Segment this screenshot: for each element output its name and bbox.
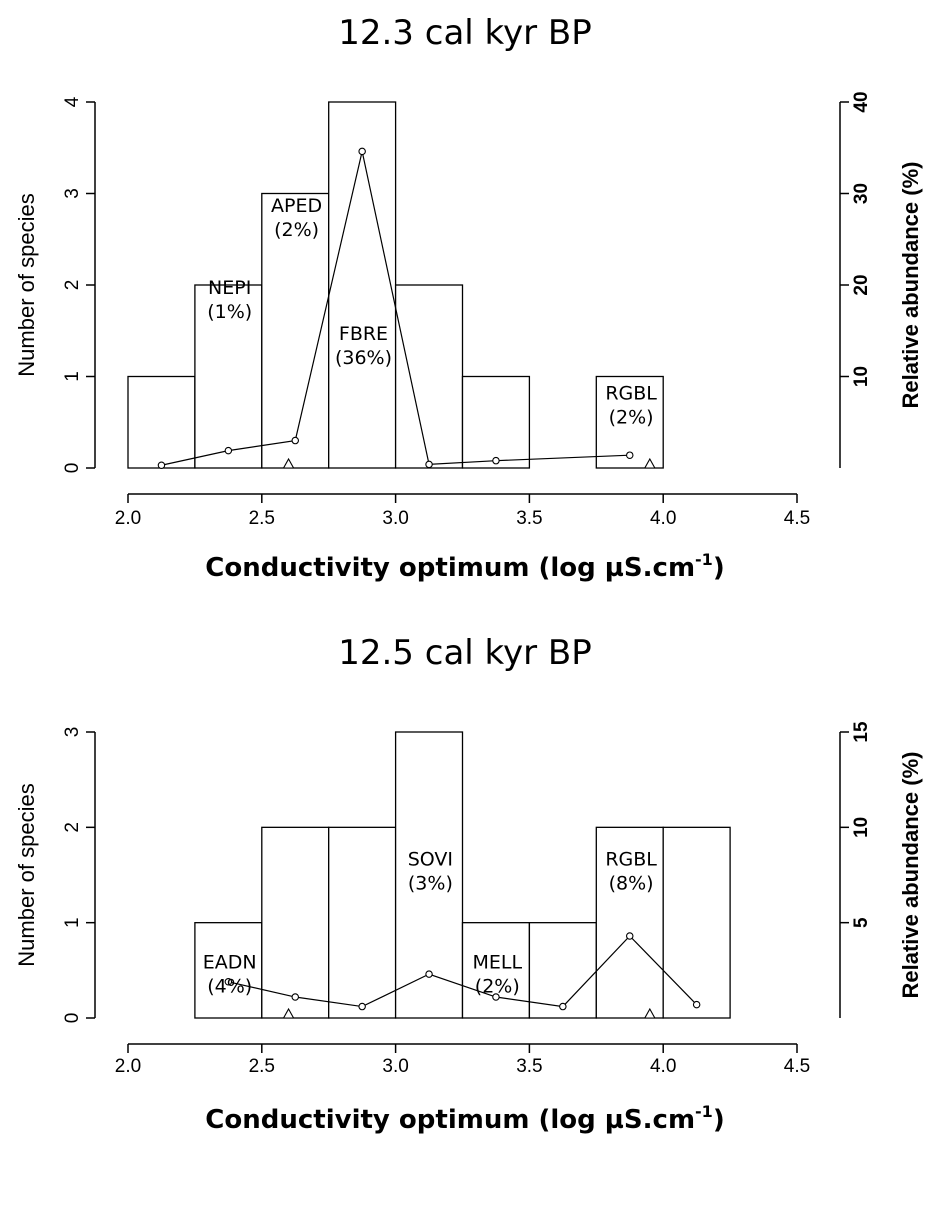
abundance-point [559,1002,567,1011]
x-axis-label-main: Conductivity optimum (log µS.cm [205,1105,695,1135]
annotation-species: APED [271,195,322,217]
triangle-marker [643,457,656,469]
left-y-tick-label: 1 [62,371,83,382]
chart-panel-top: 12.3 cal kyr BP 0 1 2 3 4 Number of species 10 2… [14,13,923,583]
annotation-species: NEPI [208,277,251,299]
histogram-bar [662,826,731,1019]
histogram-bar [328,101,397,469]
abundance-point [157,461,166,470]
histogram-bar [595,826,664,1019]
right-y-tick-label: 15 [851,721,872,743]
x-tick-label: 4.5 [784,508,810,529]
left-y-tick-label: 3 [62,727,83,738]
x-axis-label-close: ) [713,553,725,583]
left-y-tick-label: 4 [62,96,83,107]
x-tick-label: 4.0 [650,1056,676,1077]
annotation-percent: (2%) [274,219,319,241]
abundance-point [492,456,500,465]
histogram-bar [194,922,263,1019]
annotation-percent: (2%) [475,975,520,997]
abundance-point [291,436,299,445]
abundance-point [291,993,299,1001]
histogram-bar [595,375,664,469]
abundance-point [425,460,433,469]
histogram-chart-12-5: 12.5 cal kyr BP 0 1 2 3 Number of species 5 10 1… [14,633,923,1135]
left-y-tick-label: 3 [62,188,83,199]
annotation-species: SOVI [408,848,453,870]
x-tick-label: 3.5 [516,508,542,529]
x-tick-label: 2.5 [249,508,275,529]
annotation-species: MELL [472,951,522,973]
annotation-percent: (3%) [408,872,453,894]
chart-panel-bottom: 12.5 cal kyr BP 0 1 2 3 Number of species 5 10 1… [0,606,930,1212]
right-y-tick-label: 5 [851,917,872,928]
x-tick-label: 4.5 [784,1056,810,1077]
left-y-tick-label: 0 [62,463,83,474]
x-tick-label: 3.0 [382,508,408,529]
x-axis-label: Conductivity optimum (log µS.cm-1) [205,550,724,583]
histogram-bar [528,922,597,1019]
abundance-point [625,932,634,940]
histogram-bar [127,375,196,469]
abundance-point [492,993,500,1001]
right-y-tick-label: 20 [851,274,872,295]
annotation-percent: (36%) [335,347,392,369]
left-y-tick-label: 2 [62,280,83,291]
chart-title: 12.5 cal kyr BP [338,633,592,673]
annotation-species: FBRE [339,323,388,345]
x-axis-label-superscript: -1 [695,550,713,569]
x-tick-label: 4.0 [650,508,676,529]
chart-title: 12.3 cal kyr BP [338,13,592,53]
histogram-bar [394,731,464,1019]
abundance-point [224,446,233,455]
annotation-species: RGBL [605,848,657,870]
left-y-axis-label: Number of species [14,783,39,966]
histogram-bar [461,922,531,1019]
abundance-point [692,1000,701,1009]
abundance-point [358,1002,366,1011]
triangle-marker [282,457,295,469]
left-y-tick-label: 0 [62,1013,83,1024]
left-y-axis-label: Number of species [14,193,39,376]
x-tick-label: 3.0 [382,1056,408,1077]
histogram-bar [328,826,397,1019]
x-tick-label: 2.0 [115,508,141,529]
abundance-point [358,147,366,156]
annotation-percent: (8%) [609,872,654,894]
right-y-tick-label: 10 [851,366,872,387]
histogram-bar [194,284,263,469]
right-y-tick-label: 10 [851,817,872,838]
x-axis-label-superscript: -1 [695,1102,713,1121]
annotation-percent: (1%) [207,301,252,323]
abundance-point [625,451,634,459]
x-tick-label: 2.0 [115,1056,141,1077]
histogram-bar [394,284,464,469]
x-tick-label: 2.5 [249,1056,275,1077]
left-y-tick-label: 2 [62,822,83,833]
right-y-tick-label: 40 [851,91,872,112]
histogram-bar [461,375,531,469]
histogram-bar [261,826,330,1019]
annotation-percent: (2%) [609,406,654,428]
x-tick-label: 3.5 [516,1056,542,1077]
triangle-marker [643,1007,656,1019]
right-y-tick-label: 30 [851,183,872,204]
annotation-percent: (4%) [207,975,252,997]
annotation-species: RGBL [605,382,657,404]
x-axis-label: Conductivity optimum (log µS.cm-1) [205,1102,724,1135]
left-y-tick-label: 1 [62,917,83,928]
right-y-axis-label: Relative abundance (%) [898,162,923,409]
abundance-point [425,970,433,978]
histogram-chart-12-3: 12.3 cal kyr BP 0 1 2 3 4 Number of species 10 2… [14,13,923,583]
abundance-line [228,935,698,1008]
x-axis-label-close: ) [713,1105,725,1135]
triangle-marker [282,1007,295,1019]
annotation-species: EADN [203,951,257,973]
x-axis-label-main: Conductivity optimum (log µS.cm [205,553,695,583]
histogram-bar [261,192,330,469]
abundance-point [224,978,233,986]
right-y-axis-label: Relative abundance (%) [898,752,923,999]
